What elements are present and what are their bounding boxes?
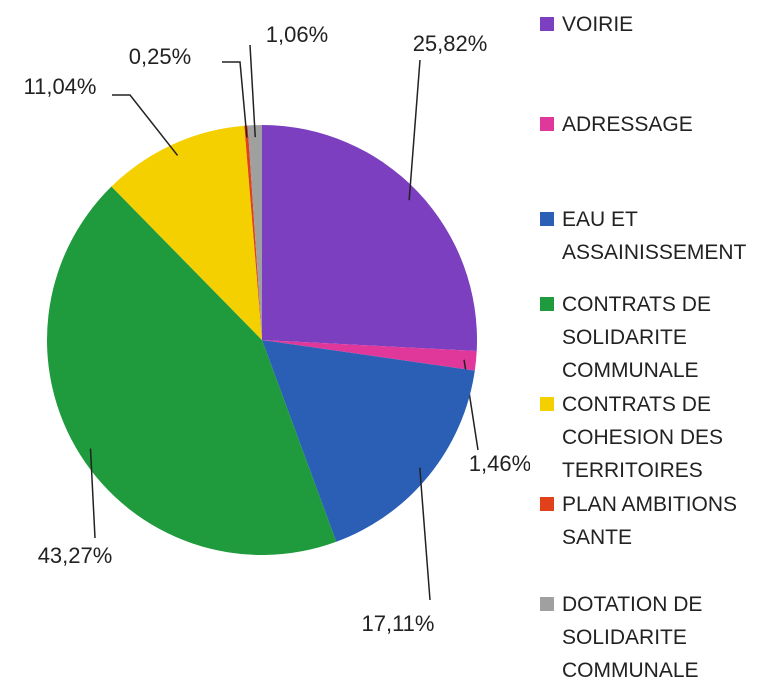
legend-label: EAU ET ASSAINISSEMENT [562, 208, 747, 264]
legend-label: DOTATION DE SOLIDARITE COMMUNALE [562, 593, 703, 682]
legend-label: VOIRIE [562, 13, 634, 36]
data-label: 1,06% [266, 22, 328, 47]
leader-line [419, 467, 431, 601]
legend-label: PLAN AMBITIONS SANTE [562, 493, 738, 549]
legend-item: CONTRATS DE COHESION DES TERRITOIRES [540, 388, 776, 487]
legend-swatch [540, 17, 554, 31]
pie-slice [46, 186, 337, 555]
data-label: 17,11% [362, 611, 435, 636]
legend-swatch [540, 497, 554, 511]
leader-line [222, 61, 248, 138]
legend-swatch [540, 397, 554, 411]
legend-swatch [540, 212, 554, 226]
legend-swatch [540, 297, 554, 311]
legend-swatch [540, 117, 554, 131]
pie-slice [244, 125, 262, 340]
data-label: 1,46% [469, 451, 530, 476]
pie-slice [262, 125, 477, 352]
legend-item: PLAN AMBITIONS SANTE [540, 488, 776, 554]
legend-label: CONTRATS DE SOLIDARITE COMMUNALE [562, 293, 711, 382]
pie-slice [111, 125, 262, 340]
leader-line [112, 94, 179, 156]
data-label: 0,25% [129, 44, 191, 69]
pie-slice [247, 125, 262, 340]
data-label: 25,82% [413, 31, 488, 56]
legend-item: VOIRIE [540, 8, 776, 41]
legend-item: DOTATION DE SOLIDARITE COMMUNALE [540, 588, 776, 687]
leader-line [249, 44, 256, 138]
legend-item: ADRESSAGE [540, 108, 776, 141]
legend-label: CONTRATS DE COHESION DES TERRITOIRES [562, 393, 724, 482]
data-label: 43,27% [38, 543, 113, 568]
legend-swatch [540, 597, 554, 611]
leader-line [408, 59, 421, 201]
legend-item: EAU ET ASSAINISSEMENT [540, 203, 776, 269]
legend-item: CONTRATS DE SOLIDARITE COMMUNALE [540, 288, 776, 387]
data-label: 11,04% [24, 74, 97, 99]
legend-label: ADRESSAGE [562, 113, 693, 136]
pie-slice [262, 340, 477, 371]
chart: 25,82% 1,46% 17,11% 43,27% 11,04% 0,25% 1,06% [24, 22, 530, 636]
pie-slice [262, 340, 475, 542]
leader-line [89, 448, 96, 539]
